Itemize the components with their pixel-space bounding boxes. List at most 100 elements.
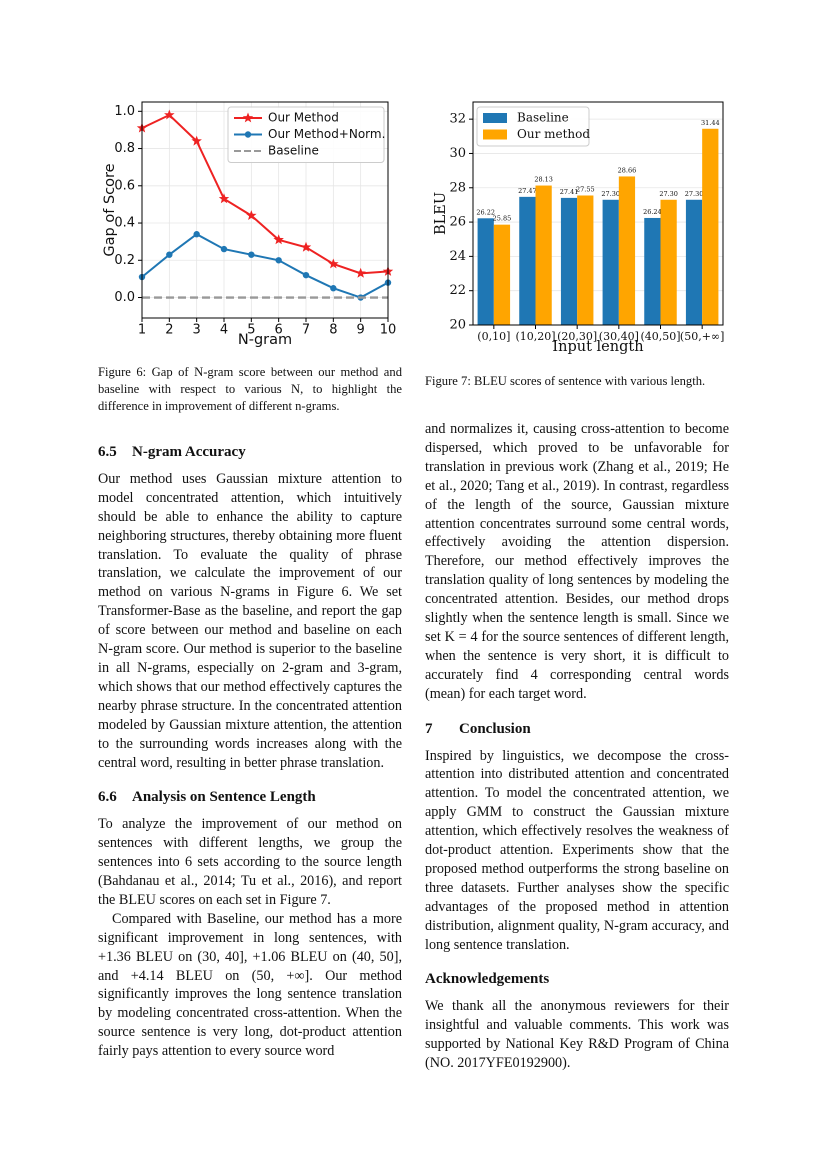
- y-tick-label: 0.0: [114, 290, 135, 305]
- y-axis-label: Gap of Score: [102, 163, 118, 256]
- legend-label: Baseline: [268, 144, 319, 158]
- value-label: 27.55: [576, 185, 595, 193]
- value-label: 27.30: [685, 190, 704, 198]
- legend-box: [227, 106, 385, 163]
- x-tick-label: 10: [380, 323, 397, 338]
- x-tick-label: (20,30]: [557, 330, 597, 343]
- section-heading: 6.6 Analysis on Sentence Length: [98, 788, 402, 807]
- figure-caption: Figure 7: BLEU scores of sentence with v…: [425, 374, 706, 388]
- y-tick-label: 30: [449, 146, 466, 161]
- legend-label: Our method: [517, 127, 590, 141]
- section-title: Acknowledgements: [425, 971, 550, 988]
- section-title: N-gram Accuracy: [132, 444, 246, 460]
- plot-frame: [472, 101, 724, 326]
- legend-label: Our Method+Norm.: [268, 127, 385, 141]
- bar: [660, 199, 677, 325]
- figure-caption: Figure 6: Gap of N-gram score between ou…: [98, 365, 402, 413]
- data-point: [273, 234, 284, 245]
- y-tick-label: 28: [449, 180, 466, 195]
- value-label: 25.85: [493, 215, 512, 223]
- bar: [535, 185, 552, 325]
- x-tick-label: 9: [357, 323, 365, 338]
- x-tick-label: 8: [329, 323, 337, 338]
- x-tick-label: (10,20]: [515, 330, 555, 343]
- data-point: [193, 231, 200, 238]
- bar: [702, 128, 719, 325]
- data-point: [220, 245, 228, 253]
- y-tick-label: 0.6: [114, 178, 135, 193]
- x-tick-label: 3: [193, 323, 201, 338]
- paragraph: Compared with Baseline, our method has a…: [98, 910, 402, 1060]
- value-label: 27.41: [560, 188, 579, 196]
- y-tick-label: 1.0: [114, 104, 135, 119]
- chart: 20 22 24 26 28 30 32 BLEU Input length (0,10] 26.2…: [433, 101, 724, 355]
- value-label: 27.30: [659, 190, 678, 198]
- section-title: Analysis on Sentence Length: [132, 789, 316, 806]
- y-tick-label: 26: [449, 215, 466, 230]
- series-line: [142, 113, 388, 275]
- bar: [685, 199, 703, 325]
- section-heading: 7 Conclusion: [425, 720, 729, 739]
- bar: [602, 199, 619, 325]
- bar: [477, 218, 494, 325]
- x-tick-label: (30,40]: [599, 330, 639, 343]
- data-point: [246, 210, 257, 220]
- x-tick-label: 1: [138, 323, 146, 338]
- x-tick-label: 4: [220, 323, 228, 338]
- bar: [493, 224, 511, 325]
- legend-label: Baseline: [517, 111, 569, 125]
- section-heading: Acknowledgements: [425, 970, 729, 989]
- legend-marker: [242, 112, 254, 123]
- value-label: 27.47: [518, 187, 537, 195]
- bar: [519, 196, 536, 325]
- plot-frame: [141, 101, 389, 319]
- series-line: [142, 233, 388, 299]
- value-label: 26.22: [476, 208, 495, 216]
- section-number: 6.5: [98, 444, 117, 460]
- x-tick-label: 6: [275, 323, 283, 338]
- value-label: 31.44: [701, 119, 720, 127]
- bar: [560, 197, 578, 325]
- legend-label: Our Method: [268, 111, 339, 125]
- x-tick-label: 2: [165, 323, 173, 338]
- x-tick-label: (40,50]: [640, 330, 680, 343]
- x-tick-label: (50,+∞]: [680, 330, 724, 343]
- paragraph: Inspired by linguistics, we decompose th…: [425, 747, 729, 953]
- legend-swatch: [483, 129, 507, 140]
- paragraph: and normalizes it, causing cross-attenti…: [425, 421, 729, 702]
- value-label: 27.30: [601, 190, 620, 198]
- value-label: 28.13: [534, 176, 553, 184]
- y-tick-label: 24: [449, 249, 466, 264]
- legend-marker: [244, 131, 252, 138]
- paragraph: We thank all the anonymous reviewers for…: [425, 998, 729, 1072]
- paragraph: To analyze the improvement of our method…: [98, 816, 402, 908]
- bar: [618, 176, 636, 325]
- y-tick-label: 32: [449, 112, 466, 127]
- section-number: 7: [425, 720, 433, 737]
- data-point: [328, 258, 339, 269]
- y-axis-label: BLEU: [433, 192, 449, 235]
- x-tick-label: 5: [247, 323, 255, 338]
- data-point: [355, 267, 366, 278]
- x-tick-label: (0,10]: [477, 330, 510, 343]
- section-number: 6.6: [98, 789, 117, 806]
- data-point: [166, 251, 173, 258]
- y-tick-label: 0.2: [114, 253, 135, 268]
- y-tick-label: 0.4: [114, 216, 135, 231]
- data-point: [248, 251, 255, 258]
- x-axis-label: Input length: [552, 339, 643, 355]
- bar: [577, 195, 594, 325]
- text-column: and normalizes it, causing cross-attenti…: [425, 420, 729, 1073]
- legend-swatch: [483, 113, 507, 123]
- chart: 0.0 0.2 0.4 0.6 0.8 1.0 Gap of Score N-gram 1 2 3 4…: [102, 101, 397, 348]
- section-title: Conclusion: [459, 720, 531, 737]
- section-heading: 6.5 N-gram Accuracy: [98, 443, 402, 462]
- data-point: [164, 109, 175, 120]
- value-label: 26.24: [643, 208, 662, 216]
- figures: 0.0 0.2 0.4 0.6 0.8 1.0 Gap of Score N-gram 1 2 3 4…: [102, 101, 724, 355]
- x-axis-label: N-gram: [238, 332, 292, 348]
- y-tick-label: 20: [449, 318, 466, 333]
- value-label: 28.66: [618, 166, 637, 174]
- data-point: [275, 257, 282, 264]
